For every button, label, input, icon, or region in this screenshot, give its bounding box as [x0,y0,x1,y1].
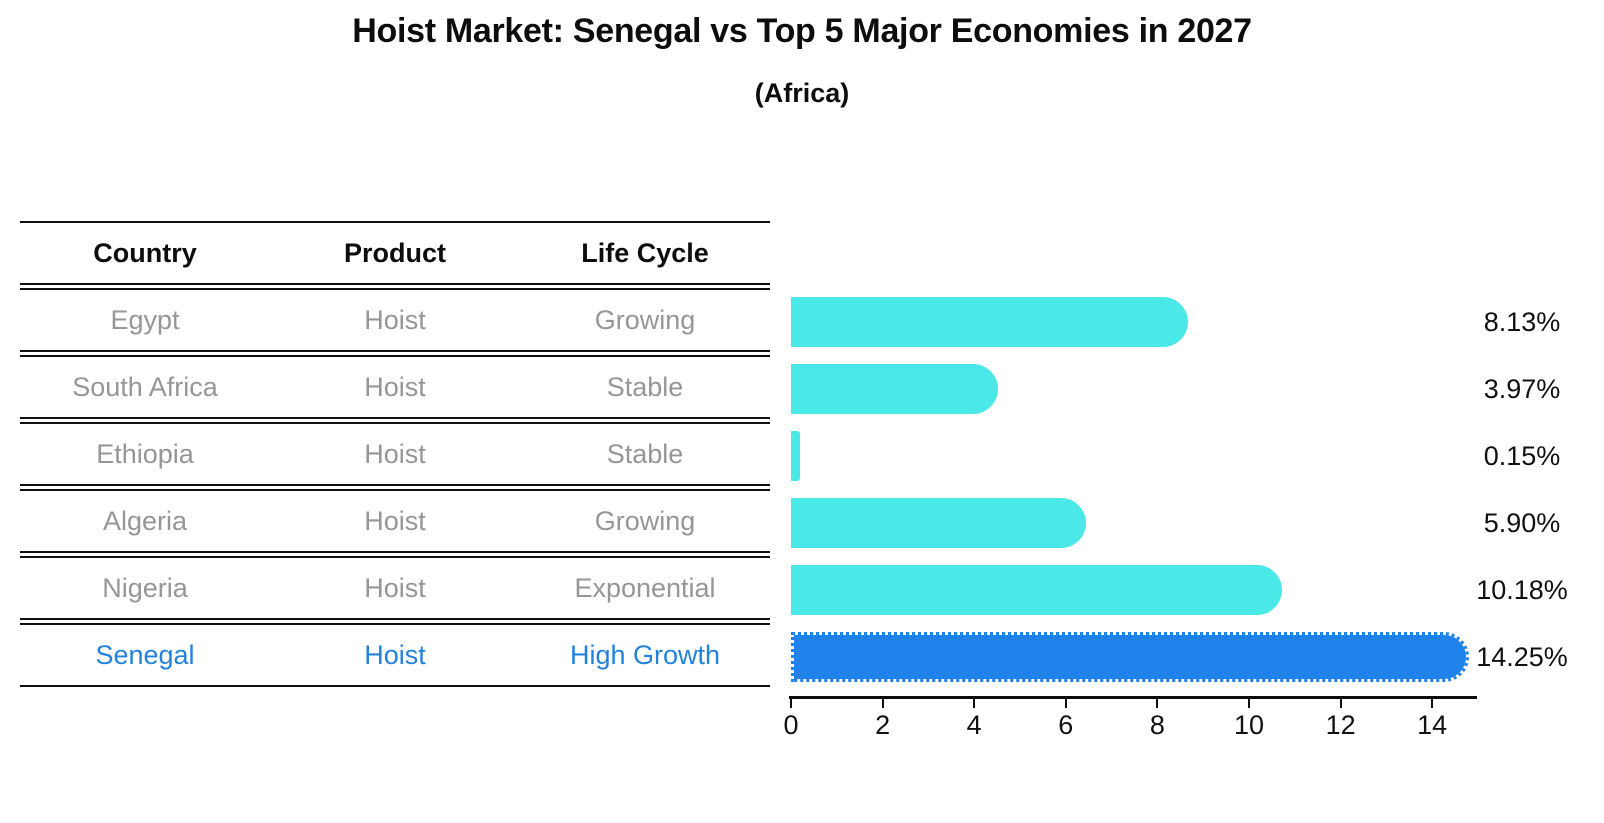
x-axis-tick [973,699,976,708]
table-row-nigeria: Nigeria Hoist Exponential [20,556,770,620]
x-axis [789,696,1477,699]
x-axis-tick-label: 12 [1325,710,1356,740]
bar-value-label-senegal: 14.25% [1476,642,1568,672]
table-header-row: Country Product Life Cycle [20,221,770,285]
cell-life-cycle: Exponential [520,556,770,620]
cell-product: Hoist [270,556,520,620]
cell-country: Egypt [20,288,270,352]
table-row-south-africa: South Africa Hoist Stable [20,355,770,419]
table-body: Egypt Hoist Growing South Africa Hoist Stable… [20,288,770,687]
column-header-country: Country [20,221,270,285]
bar-value-label-egypt: 8.13% [1483,307,1561,337]
table-row-ethiopia: Ethiopia Hoist Stable [20,422,770,486]
cell-country: Ethiopia [20,422,270,486]
cell-life-cycle: High Growth [520,623,770,687]
bar-south-africa [791,364,998,414]
bar-value-label-south-africa: 3.97% [1483,374,1561,404]
x-axis-tick [1156,699,1159,708]
cell-country: South Africa [20,355,270,419]
table-header: Country Product Life Cycle [20,221,770,285]
bar-value-label-algeria: 5.90% [1483,508,1561,538]
cell-country: Algeria [20,489,270,553]
bar-algeria [791,498,1087,548]
cell-product: Hoist [270,489,520,553]
cell-product: Hoist [270,355,520,419]
country-table: Country Product Life Cycle Egypt Hoist Growi… [20,218,770,690]
cell-country: Senegal [20,623,270,687]
column-header-product: Product [270,221,520,285]
x-axis-tick [881,699,884,708]
x-axis-tick-label: 0 [783,710,799,740]
table-row-algeria: Algeria Hoist Growing [20,489,770,553]
bar-value-label-ethiopia: 0.15% [1483,441,1561,471]
x-axis-tick-label: 8 [1149,710,1165,740]
cell-product: Hoist [270,422,520,486]
chart-subtitle: (Africa) [754,78,850,108]
cell-life-cycle: Stable [520,355,770,419]
cell-life-cycle: Growing [520,288,770,352]
cell-country: Nigeria [20,556,270,620]
cell-life-cycle: Growing [520,489,770,553]
x-axis-tick-label: 6 [1058,710,1074,740]
x-axis-tick-label: 2 [875,710,891,740]
x-axis-tick [1339,699,1342,708]
bar-egypt [791,297,1189,347]
bar-value-label-nigeria: 10.18% [1476,575,1568,605]
cell-product: Hoist [270,288,520,352]
x-axis-tick [790,699,792,708]
table-row-senegal: Senegal Hoist High Growth [20,623,770,687]
cell-product: Hoist [270,623,520,687]
x-axis-tick [1248,699,1250,708]
bar-ethiopia [791,431,800,481]
x-axis-tick [1431,699,1434,708]
x-axis-tick-label: 4 [966,710,982,740]
x-axis-tick-label: 10 [1233,710,1265,740]
table-row-egypt: Egypt Hoist Growing [20,288,770,352]
x-axis-tick-label: 14 [1417,710,1448,740]
column-header-life-cycle: Life Cycle [520,221,770,285]
bar-nigeria [791,565,1283,615]
bar-senegal [791,632,1469,682]
chart-title: Hoist Market: Senegal vs Top 5 Major Eco… [352,12,1252,50]
cell-life-cycle: Stable [520,422,770,486]
x-axis-tick [1064,699,1067,708]
